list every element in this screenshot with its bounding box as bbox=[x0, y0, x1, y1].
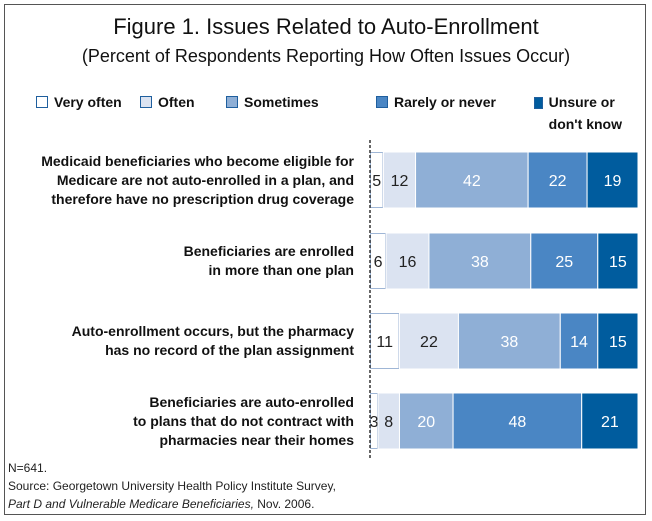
bar-value-label: 42 bbox=[463, 173, 481, 190]
bar-value-label: 48 bbox=[509, 414, 527, 431]
bar-value-label: 38 bbox=[471, 254, 489, 271]
bar-value-label: 11 bbox=[376, 334, 393, 351]
bar-value-label: 14 bbox=[570, 334, 588, 351]
bar-value-label: 20 bbox=[417, 414, 435, 431]
bar-value-label: 12 bbox=[391, 173, 409, 190]
footnote-source-date: Nov. 2006. bbox=[254, 497, 314, 511]
footnote-source: Source: Georgetown University Health Pol… bbox=[8, 479, 336, 493]
bar-value-label: 38 bbox=[500, 334, 518, 351]
bar-value-label: 5 bbox=[372, 173, 381, 190]
bar-value-label: 19 bbox=[604, 173, 622, 190]
bar-value-label: 6 bbox=[374, 254, 383, 271]
bar-value-label: 15 bbox=[609, 254, 627, 271]
bar-value-label: 15 bbox=[609, 334, 627, 351]
bar-value-label: 16 bbox=[399, 254, 417, 271]
footnote-source-line2: Part D and Vulnerable Medicare Beneficia… bbox=[8, 497, 314, 511]
bar-value-label: 22 bbox=[549, 173, 567, 190]
bar-value-label: 8 bbox=[384, 414, 393, 431]
footnote-n: N=641. bbox=[8, 461, 47, 475]
bar-value-label: 21 bbox=[601, 414, 619, 431]
bar-value-label: 3 bbox=[370, 414, 379, 431]
bar-value-label: 25 bbox=[555, 254, 573, 271]
bar-value-label: 22 bbox=[420, 334, 438, 351]
footnote-source-title: Part D and Vulnerable Medicare Beneficia… bbox=[8, 497, 254, 511]
